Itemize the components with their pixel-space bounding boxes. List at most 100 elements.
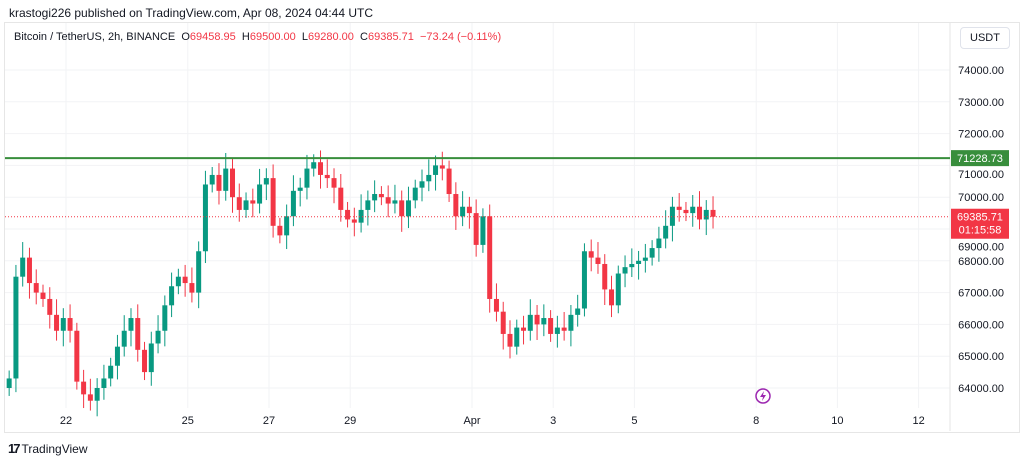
- candle-body: [351, 219, 357, 223]
- candle: [175, 268, 181, 295]
- y-tick-label: 70000.00: [958, 192, 1004, 204]
- candle: [656, 226, 662, 262]
- x-tick-label: Apr: [463, 415, 480, 427]
- candle-body: [507, 333, 513, 347]
- candle-body: [696, 206, 702, 220]
- candle-body: [60, 318, 66, 331]
- tradingview-brand[interactable]: 17 TradingView: [8, 441, 88, 456]
- x-tick-label: 5: [631, 415, 637, 427]
- candle-body: [277, 225, 283, 236]
- candle: [169, 272, 175, 318]
- candle-body: [405, 200, 411, 217]
- x-tick-label: 29: [344, 415, 356, 427]
- candle-body: [433, 165, 439, 175]
- currency-button[interactable]: USDT: [960, 27, 1010, 49]
- candle: [575, 294, 581, 327]
- candle: [500, 301, 506, 350]
- candle-body: [345, 209, 351, 220]
- candle: [493, 283, 499, 322]
- publisher-info: krastogi226 published on TradingView.com…: [9, 6, 374, 20]
- low-value: 69280.00: [308, 31, 354, 43]
- candle: [81, 369, 87, 409]
- candle: [636, 250, 642, 280]
- candle: [257, 168, 263, 214]
- candle: [148, 331, 154, 386]
- candle: [534, 305, 540, 340]
- candle-body: [284, 216, 290, 236]
- candle: [426, 159, 432, 192]
- candle: [60, 308, 66, 347]
- candle-body: [399, 200, 405, 217]
- x-tick-label: 8: [753, 415, 759, 427]
- y-tick-label: 73000.00: [958, 97, 1004, 109]
- candle: [649, 240, 655, 266]
- candle-body: [26, 257, 32, 284]
- candle-body: [196, 251, 202, 293]
- candle: [595, 242, 601, 274]
- candle-body: [142, 349, 148, 373]
- candle-body: [527, 314, 533, 331]
- candle: [277, 217, 283, 244]
- candle-body: [311, 162, 317, 169]
- candle: [54, 299, 60, 341]
- candle-body: [446, 168, 452, 195]
- candle-body: [453, 194, 459, 217]
- candle: [20, 242, 26, 287]
- candle: [162, 295, 168, 347]
- candle: [338, 173, 344, 222]
- candle: [345, 201, 351, 228]
- candle-body: [114, 346, 120, 366]
- x-tick-label: 10: [831, 415, 843, 427]
- x-tick-label: 27: [263, 415, 275, 427]
- candle: [365, 190, 371, 226]
- candle-body: [615, 273, 621, 306]
- candle: [609, 275, 615, 318]
- candle: [521, 315, 527, 345]
- candle-body: [609, 289, 615, 306]
- candle-body: [412, 187, 418, 201]
- candle: [101, 364, 107, 400]
- candle: [196, 241, 202, 309]
- x-tick-label: 3: [550, 415, 556, 427]
- candle-body: [230, 168, 236, 198]
- last-price-label: 69385.71: [957, 212, 1003, 224]
- symbol-title[interactable]: Bitcoin / TetherUS, 2h, BINANCE: [14, 31, 176, 43]
- candle-body: [548, 318, 554, 334]
- candle-body: [690, 206, 696, 214]
- candle-body: [683, 209, 689, 214]
- candle: [13, 264, 19, 393]
- candle: [541, 304, 547, 337]
- candle-body: [358, 209, 364, 223]
- candle-body: [324, 174, 330, 179]
- candle: [554, 315, 560, 348]
- candle-body: [365, 200, 371, 210]
- x-tick-label: 22: [60, 415, 72, 427]
- candle-body: [270, 178, 276, 226]
- candle-body: [663, 225, 669, 239]
- candle: [378, 186, 384, 206]
- candle-body: [202, 184, 208, 252]
- candle: [561, 311, 567, 341]
- candle-body: [561, 327, 567, 331]
- brand-label: TradingView: [21, 441, 88, 456]
- candle-body: [487, 216, 493, 299]
- candle-body: [568, 314, 574, 331]
- candle: [182, 264, 188, 297]
- candle-body: [94, 388, 100, 401]
- candle-body: [40, 292, 46, 299]
- candle-body: [493, 298, 499, 312]
- candle-body: [622, 267, 628, 274]
- candle: [453, 182, 459, 230]
- candle: [446, 160, 452, 202]
- candle: [581, 243, 587, 317]
- candle-body: [473, 213, 479, 245]
- candle: [74, 322, 80, 390]
- candle-body: [581, 251, 587, 309]
- lightning-bolt-icon: [760, 391, 766, 401]
- candle: [135, 304, 141, 362]
- candle-body: [155, 330, 161, 344]
- candle: [324, 159, 330, 188]
- candle: [392, 184, 398, 214]
- y-tick-label: 67000.00: [958, 288, 1004, 300]
